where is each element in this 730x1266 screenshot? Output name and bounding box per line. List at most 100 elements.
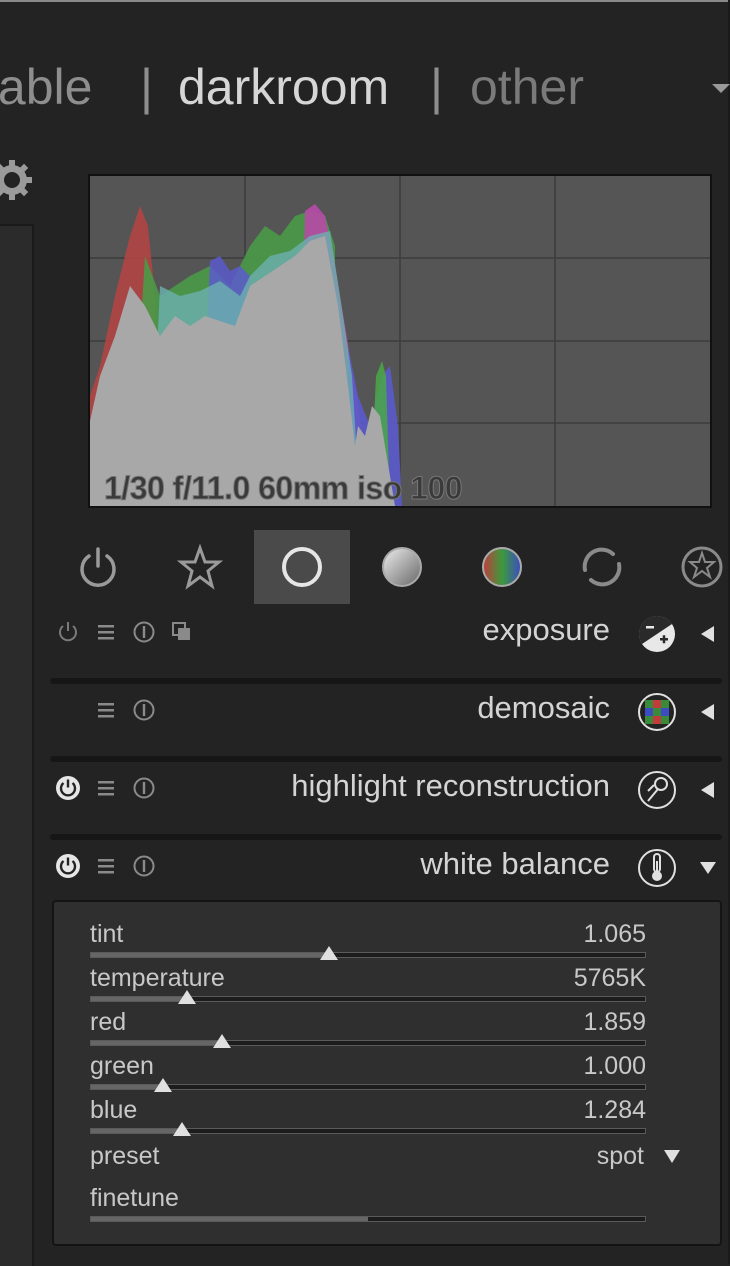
group-active-modules[interactable] bbox=[50, 530, 146, 604]
collapse-arrow-icon[interactable] bbox=[698, 702, 718, 722]
slider-track[interactable] bbox=[90, 1040, 646, 1046]
slider-track[interactable] bbox=[90, 1128, 646, 1134]
module-reset-button[interactable] bbox=[130, 618, 158, 646]
slider-label: blue bbox=[90, 1096, 138, 1124]
group-basic[interactable] bbox=[254, 530, 350, 604]
slider-blue[interactable]: blue 1.284 bbox=[90, 1096, 646, 1140]
module-exposure[interactable]: exposure bbox=[50, 608, 730, 684]
slider-thumb[interactable] bbox=[172, 1122, 191, 1136]
slider-fill bbox=[91, 1129, 183, 1133]
view-darkroom[interactable]: darkroom bbox=[178, 59, 390, 115]
module-power-button[interactable] bbox=[54, 852, 82, 880]
group-tone[interactable] bbox=[354, 530, 450, 604]
module-demosaic[interactable]: demosaic bbox=[50, 686, 730, 762]
module-name: highlight reconstruction bbox=[291, 768, 610, 803]
window-right-edge bbox=[728, 0, 730, 1264]
reset-icon bbox=[133, 777, 155, 799]
power-icon bbox=[59, 622, 77, 642]
module-name: exposure bbox=[482, 612, 610, 647]
slider-fill bbox=[91, 953, 330, 957]
power-on-icon bbox=[56, 776, 80, 800]
view-lighttable[interactable]: table bbox=[0, 59, 93, 115]
slider-fill bbox=[91, 997, 188, 1001]
slider-thumb[interactable] bbox=[153, 1078, 172, 1092]
slider-fill bbox=[91, 1085, 164, 1089]
window-top-border bbox=[0, 0, 730, 2]
demosaic-icon bbox=[638, 693, 676, 731]
preset-value: spot bbox=[596, 1142, 644, 1170]
slider-finetune[interactable]: finetune bbox=[90, 1184, 646, 1228]
power-on-icon bbox=[56, 854, 80, 878]
module-highlight-reconstruction[interactable]: highlight reconstruction bbox=[50, 764, 730, 840]
module-power-button[interactable] bbox=[54, 618, 82, 646]
module-presets-button[interactable] bbox=[92, 696, 120, 724]
module-separator bbox=[50, 678, 722, 684]
expand-arrow-icon[interactable] bbox=[698, 858, 718, 878]
slider-green[interactable]: green 1.000 bbox=[90, 1052, 646, 1096]
sphere-icon bbox=[382, 547, 422, 587]
slider-fill bbox=[91, 1217, 368, 1221]
slider-track[interactable] bbox=[90, 1216, 646, 1222]
group-color[interactable] bbox=[454, 530, 550, 604]
color-icon bbox=[482, 547, 522, 587]
module-presets-button[interactable] bbox=[92, 852, 120, 880]
dropdown-arrow-icon[interactable] bbox=[664, 1150, 680, 1163]
reset-icon bbox=[133, 699, 155, 721]
slider-tint[interactable]: tint 1.065 bbox=[90, 920, 646, 964]
thermometer-icon bbox=[638, 849, 676, 887]
reset-icon bbox=[133, 855, 155, 877]
view-other[interactable]: other bbox=[470, 59, 584, 115]
group-correct[interactable] bbox=[554, 530, 650, 604]
group-favorites[interactable] bbox=[152, 530, 248, 604]
module-name: white balance bbox=[420, 846, 610, 881]
slider-red[interactable]: red 1.859 bbox=[90, 1008, 646, 1052]
slider-label: finetune bbox=[90, 1184, 179, 1212]
module-reset-button[interactable] bbox=[130, 696, 158, 724]
view-separator: | bbox=[140, 59, 153, 115]
menu-icon bbox=[98, 703, 114, 718]
module-name: demosaic bbox=[477, 690, 610, 725]
multi-instance-icon bbox=[172, 622, 190, 640]
histogram[interactable]: 1/30 f/11.0 60mm iso 100 bbox=[88, 174, 712, 508]
left-panel bbox=[0, 224, 34, 1266]
view-separator: | bbox=[430, 59, 443, 115]
module-reset-button[interactable] bbox=[130, 852, 158, 880]
module-separator bbox=[50, 756, 722, 762]
power-icon bbox=[80, 547, 116, 587]
module-multi-instance-button[interactable] bbox=[168, 618, 196, 646]
menu-icon bbox=[98, 859, 114, 874]
menu-icon bbox=[98, 625, 114, 640]
slider-value: 5765K bbox=[573, 964, 646, 992]
slider-track[interactable] bbox=[90, 1084, 646, 1090]
slider-label: tint bbox=[90, 920, 124, 948]
rotate-icon bbox=[582, 547, 622, 587]
slider-thumb[interactable] bbox=[177, 990, 196, 1004]
module-white-balance[interactable]: white balance bbox=[50, 842, 730, 900]
highlight-reconstruction-icon bbox=[638, 771, 676, 809]
slider-fill bbox=[91, 1041, 223, 1045]
gear-icon[interactable] bbox=[0, 158, 34, 202]
circle-icon bbox=[282, 547, 322, 587]
collapse-arrow-icon[interactable] bbox=[698, 780, 718, 800]
effect-icon bbox=[681, 546, 723, 588]
collapse-arrow-icon[interactable] bbox=[698, 624, 718, 644]
slider-label: temperature bbox=[90, 964, 225, 992]
slider-value: 1.859 bbox=[583, 1008, 646, 1036]
module-reset-button[interactable] bbox=[130, 774, 158, 802]
slider-value: 1.000 bbox=[583, 1052, 646, 1080]
module-power-button[interactable] bbox=[54, 774, 82, 802]
module-presets-button[interactable] bbox=[92, 774, 120, 802]
histogram-graph bbox=[90, 176, 710, 506]
slider-track[interactable] bbox=[90, 996, 646, 1002]
preset-label: preset bbox=[90, 1142, 160, 1170]
slider-track[interactable] bbox=[90, 952, 646, 958]
menu-icon bbox=[98, 781, 114, 796]
preset-combobox[interactable]: preset spot bbox=[90, 1142, 680, 1176]
slider-thumb[interactable] bbox=[320, 946, 339, 960]
group-effect[interactable] bbox=[654, 530, 730, 604]
slider-temperature[interactable]: temperature 5765K bbox=[90, 964, 646, 1008]
slider-label: green bbox=[90, 1052, 154, 1080]
view-dropdown-arrow-icon[interactable] bbox=[712, 84, 730, 93]
slider-thumb[interactable] bbox=[213, 1034, 232, 1048]
module-presets-button[interactable] bbox=[92, 618, 120, 646]
